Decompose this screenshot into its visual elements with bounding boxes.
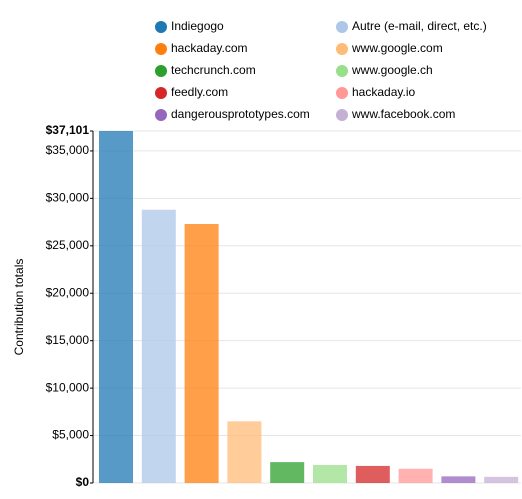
legend-label: dangerousprototypes.com [171, 107, 310, 121]
y-tick-label: $5,000 [52, 428, 89, 442]
legend-label: Indiegogo [171, 19, 224, 33]
legend-swatch [336, 109, 348, 121]
legend-swatch [155, 109, 167, 121]
bar [184, 223, 219, 484]
legend-label: hackaday.com [171, 41, 247, 55]
legend-swatch [336, 87, 348, 99]
legend-swatch [336, 65, 348, 77]
y-tick-label: $37,101 [46, 123, 90, 137]
legend-label: Autre (e-mail, direct, etc.) [352, 19, 487, 33]
legend-label: hackaday.io [352, 85, 415, 99]
legend-swatch [336, 43, 348, 55]
legend-label: www.google.ch [351, 63, 433, 77]
y-tick-label: $15,000 [46, 333, 90, 347]
y-tick-label: $25,000 [46, 238, 90, 252]
y-tick-label: $30,000 [46, 191, 90, 205]
bar [227, 421, 262, 483]
bar [441, 476, 476, 483]
bar [270, 462, 305, 483]
y-tick-label: $35,000 [46, 143, 90, 157]
legend-swatch [155, 65, 167, 77]
bar [355, 465, 390, 483]
y-tick-label: $20,000 [46, 285, 90, 299]
bar [398, 468, 433, 483]
legend-swatch [155, 43, 167, 55]
y-axis-label: Contribution totals [12, 259, 26, 356]
legend-label: feedly.com [171, 85, 228, 99]
y-tick-label: $0 [76, 475, 90, 489]
legend-swatch [336, 21, 348, 33]
legend-label: www.facebook.com [351, 107, 455, 121]
bar [313, 464, 347, 483]
legend-label: www.google.com [351, 41, 443, 55]
bar [484, 476, 519, 483]
legend-swatch [155, 21, 167, 33]
legend-swatch [155, 87, 167, 99]
bar [141, 209, 176, 483]
y-tick-label: $10,000 [46, 380, 90, 394]
legend-label: techcrunch.com [171, 63, 256, 77]
bar [99, 131, 133, 483]
